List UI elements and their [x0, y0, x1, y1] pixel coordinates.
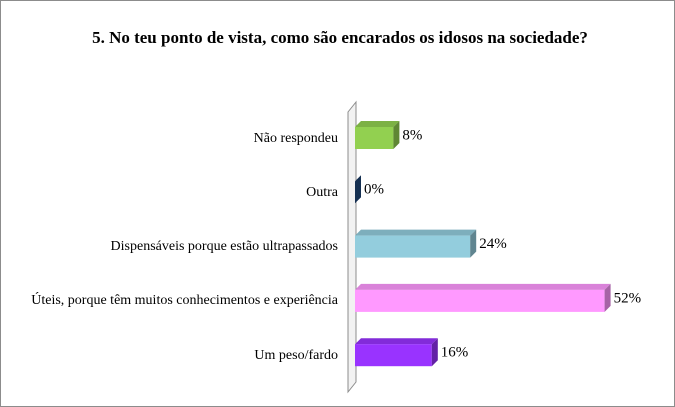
bar-side	[470, 229, 477, 258]
category-text: Um peso/fardo	[254, 347, 338, 363]
bar-top	[355, 229, 477, 236]
bar-side	[431, 338, 438, 367]
data-label: 0%	[364, 182, 384, 198]
category-text: Úteis, porque têm muitos conhecimentos e…	[31, 293, 338, 309]
bar-side	[604, 283, 611, 312]
bar	[355, 283, 611, 312]
bar	[355, 175, 361, 204]
data-label: 16%	[441, 345, 469, 361]
data-label: 52%	[614, 290, 642, 306]
wall	[347, 100, 357, 394]
category-label: Úteis, porque têm muitos conhecimentos e…	[31, 279, 338, 323]
bar	[355, 229, 477, 258]
bar-top	[355, 283, 611, 290]
category-label: Dispensáveis porque estão ultrapassados	[111, 225, 338, 269]
bar-front	[355, 127, 394, 149]
bar	[355, 338, 438, 367]
bar-side	[393, 121, 400, 149]
category-label: Não respondeu	[254, 116, 338, 160]
data-label: 24%	[479, 236, 507, 252]
data-label: 8%	[402, 127, 422, 143]
bar-front	[355, 289, 605, 312]
bar-front	[355, 344, 432, 367]
category-label: Outra	[306, 170, 338, 214]
bar-top	[355, 338, 438, 345]
chart-title: 5. No teu ponto de vista, como são encar…	[92, 28, 588, 47]
bar-top	[355, 121, 400, 127]
category-text: Dispensáveis porque estão ultrapassados	[110, 239, 338, 255]
category-text: Não respondeu	[253, 130, 338, 146]
bar-front	[355, 235, 471, 258]
category-label: Um peso/fardo	[254, 333, 338, 377]
category-text: Outra	[306, 184, 338, 200]
bar-side	[355, 175, 361, 204]
bar	[355, 121, 400, 149]
